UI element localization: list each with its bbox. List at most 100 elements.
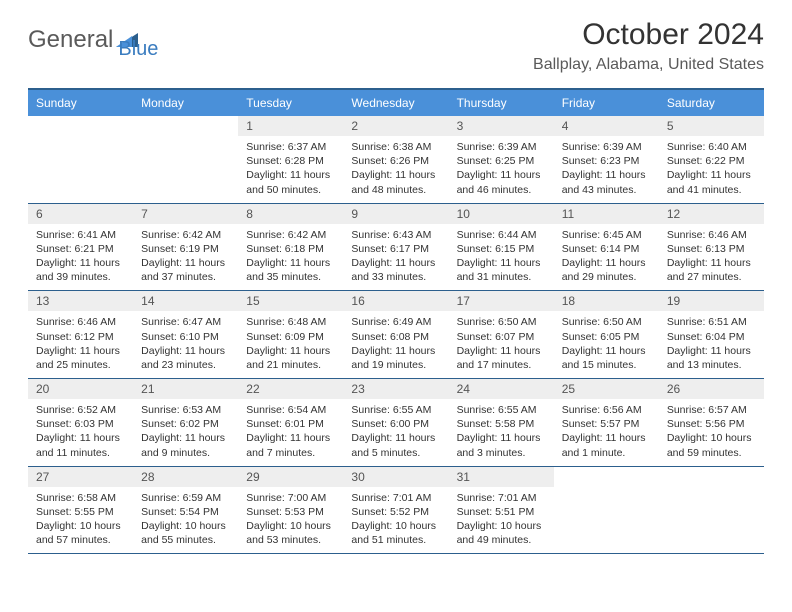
calendar-cell: 28Sunrise: 6:59 AMSunset: 5:54 PMDayligh… — [133, 467, 238, 554]
day-number: 30 — [343, 467, 448, 487]
day-number: 10 — [449, 204, 554, 224]
day-header-cell: Sunday — [28, 90, 133, 116]
day-details: Sunrise: 6:48 AMSunset: 6:09 PMDaylight:… — [238, 311, 343, 378]
calendar-body: 1Sunrise: 6:37 AMSunset: 6:28 PMDaylight… — [28, 116, 764, 554]
calendar-page: General Blue October 2024 Ballplay, Alab… — [0, 0, 792, 574]
calendar-week: 27Sunrise: 6:58 AMSunset: 5:55 PMDayligh… — [28, 467, 764, 555]
day-number: 15 — [238, 291, 343, 311]
calendar-cell: 27Sunrise: 6:58 AMSunset: 5:55 PMDayligh… — [28, 467, 133, 554]
day-details: Sunrise: 6:43 AMSunset: 6:17 PMDaylight:… — [343, 224, 448, 291]
day-details: Sunrise: 7:00 AMSunset: 5:53 PMDaylight:… — [238, 487, 343, 554]
logo-text-b: Blue — [118, 38, 158, 61]
calendar-cell: 29Sunrise: 7:00 AMSunset: 5:53 PMDayligh… — [238, 467, 343, 554]
calendar-cell: 21Sunrise: 6:53 AMSunset: 6:02 PMDayligh… — [133, 379, 238, 466]
day-details: Sunrise: 6:54 AMSunset: 6:01 PMDaylight:… — [238, 399, 343, 466]
day-number: 16 — [343, 291, 448, 311]
day-details: Sunrise: 6:42 AMSunset: 6:19 PMDaylight:… — [133, 224, 238, 291]
calendar-cell: 16Sunrise: 6:49 AMSunset: 6:08 PMDayligh… — [343, 291, 448, 378]
day-number — [659, 467, 764, 487]
day-details: Sunrise: 6:41 AMSunset: 6:21 PMDaylight:… — [28, 224, 133, 291]
day-details: Sunrise: 6:46 AMSunset: 6:13 PMDaylight:… — [659, 224, 764, 291]
day-number: 9 — [343, 204, 448, 224]
day-details: Sunrise: 6:50 AMSunset: 6:05 PMDaylight:… — [554, 311, 659, 378]
day-number: 25 — [554, 379, 659, 399]
logo: General Blue — [28, 18, 158, 61]
calendar-cell: 18Sunrise: 6:50 AMSunset: 6:05 PMDayligh… — [554, 291, 659, 378]
day-number: 1 — [238, 116, 343, 136]
day-details: Sunrise: 6:38 AMSunset: 6:26 PMDaylight:… — [343, 136, 448, 203]
calendar-cell: 13Sunrise: 6:46 AMSunset: 6:12 PMDayligh… — [28, 291, 133, 378]
day-header-cell: Friday — [554, 90, 659, 116]
calendar-cell: 2Sunrise: 6:38 AMSunset: 6:26 PMDaylight… — [343, 116, 448, 203]
calendar-cell: 30Sunrise: 7:01 AMSunset: 5:52 PMDayligh… — [343, 467, 448, 554]
calendar-cell: 26Sunrise: 6:57 AMSunset: 5:56 PMDayligh… — [659, 379, 764, 466]
calendar-cell: 4Sunrise: 6:39 AMSunset: 6:23 PMDaylight… — [554, 116, 659, 203]
day-number: 22 — [238, 379, 343, 399]
day-details: Sunrise: 6:49 AMSunset: 6:08 PMDaylight:… — [343, 311, 448, 378]
calendar-cell — [28, 116, 133, 203]
day-number: 2 — [343, 116, 448, 136]
day-number: 8 — [238, 204, 343, 224]
day-details: Sunrise: 6:39 AMSunset: 6:25 PMDaylight:… — [449, 136, 554, 203]
day-number: 5 — [659, 116, 764, 136]
logo-text-a: General — [28, 26, 113, 54]
day-number: 23 — [343, 379, 448, 399]
day-number: 6 — [28, 204, 133, 224]
calendar-cell: 15Sunrise: 6:48 AMSunset: 6:09 PMDayligh… — [238, 291, 343, 378]
calendar-week: 20Sunrise: 6:52 AMSunset: 6:03 PMDayligh… — [28, 379, 764, 467]
calendar-cell: 31Sunrise: 7:01 AMSunset: 5:51 PMDayligh… — [449, 467, 554, 554]
day-number: 17 — [449, 291, 554, 311]
calendar-week: 1Sunrise: 6:37 AMSunset: 6:28 PMDaylight… — [28, 116, 764, 204]
day-number: 3 — [449, 116, 554, 136]
calendar-cell: 24Sunrise: 6:55 AMSunset: 5:58 PMDayligh… — [449, 379, 554, 466]
calendar-cell — [133, 116, 238, 203]
day-number: 12 — [659, 204, 764, 224]
day-number: 7 — [133, 204, 238, 224]
day-number: 4 — [554, 116, 659, 136]
day-number: 28 — [133, 467, 238, 487]
calendar-cell: 9Sunrise: 6:43 AMSunset: 6:17 PMDaylight… — [343, 204, 448, 291]
day-number: 24 — [449, 379, 554, 399]
day-header-cell: Wednesday — [343, 90, 448, 116]
day-details: Sunrise: 7:01 AMSunset: 5:51 PMDaylight:… — [449, 487, 554, 554]
day-details: Sunrise: 6:58 AMSunset: 5:55 PMDaylight:… — [28, 487, 133, 554]
day-details: Sunrise: 6:44 AMSunset: 6:15 PMDaylight:… — [449, 224, 554, 291]
day-header-cell: Tuesday — [238, 90, 343, 116]
day-number: 21 — [133, 379, 238, 399]
day-details: Sunrise: 6:57 AMSunset: 5:56 PMDaylight:… — [659, 399, 764, 466]
calendar-cell: 8Sunrise: 6:42 AMSunset: 6:18 PMDaylight… — [238, 204, 343, 291]
day-details: Sunrise: 6:52 AMSunset: 6:03 PMDaylight:… — [28, 399, 133, 466]
day-details: Sunrise: 6:55 AMSunset: 5:58 PMDaylight:… — [449, 399, 554, 466]
calendar-cell: 17Sunrise: 6:50 AMSunset: 6:07 PMDayligh… — [449, 291, 554, 378]
day-number: 29 — [238, 467, 343, 487]
title-block: October 2024 Ballplay, Alabama, United S… — [533, 18, 764, 74]
calendar-week: 13Sunrise: 6:46 AMSunset: 6:12 PMDayligh… — [28, 291, 764, 379]
calendar-cell: 10Sunrise: 6:44 AMSunset: 6:15 PMDayligh… — [449, 204, 554, 291]
calendar-cell: 14Sunrise: 6:47 AMSunset: 6:10 PMDayligh… — [133, 291, 238, 378]
day-number: 31 — [449, 467, 554, 487]
location: Ballplay, Alabama, United States — [533, 56, 764, 74]
calendar-cell: 19Sunrise: 6:51 AMSunset: 6:04 PMDayligh… — [659, 291, 764, 378]
calendar-cell: 23Sunrise: 6:55 AMSunset: 6:00 PMDayligh… — [343, 379, 448, 466]
page-title: October 2024 — [533, 18, 764, 52]
day-number: 18 — [554, 291, 659, 311]
day-details: Sunrise: 6:46 AMSunset: 6:12 PMDaylight:… — [28, 311, 133, 378]
day-number: 26 — [659, 379, 764, 399]
calendar-cell: 6Sunrise: 6:41 AMSunset: 6:21 PMDaylight… — [28, 204, 133, 291]
day-header-cell: Saturday — [659, 90, 764, 116]
day-details: Sunrise: 6:56 AMSunset: 5:57 PMDaylight:… — [554, 399, 659, 466]
calendar-cell: 1Sunrise: 6:37 AMSunset: 6:28 PMDaylight… — [238, 116, 343, 203]
calendar-cell: 22Sunrise: 6:54 AMSunset: 6:01 PMDayligh… — [238, 379, 343, 466]
calendar: SundayMondayTuesdayWednesdayThursdayFrid… — [28, 88, 764, 554]
calendar-cell: 7Sunrise: 6:42 AMSunset: 6:19 PMDaylight… — [133, 204, 238, 291]
day-details: Sunrise: 7:01 AMSunset: 5:52 PMDaylight:… — [343, 487, 448, 554]
day-details: Sunrise: 6:50 AMSunset: 6:07 PMDaylight:… — [449, 311, 554, 378]
day-details: Sunrise: 6:53 AMSunset: 6:02 PMDaylight:… — [133, 399, 238, 466]
day-details: Sunrise: 6:59 AMSunset: 5:54 PMDaylight:… — [133, 487, 238, 554]
day-header-cell: Monday — [133, 90, 238, 116]
calendar-week: 6Sunrise: 6:41 AMSunset: 6:21 PMDaylight… — [28, 204, 764, 292]
day-number: 14 — [133, 291, 238, 311]
calendar-cell: 11Sunrise: 6:45 AMSunset: 6:14 PMDayligh… — [554, 204, 659, 291]
day-number: 11 — [554, 204, 659, 224]
day-details: Sunrise: 6:40 AMSunset: 6:22 PMDaylight:… — [659, 136, 764, 203]
